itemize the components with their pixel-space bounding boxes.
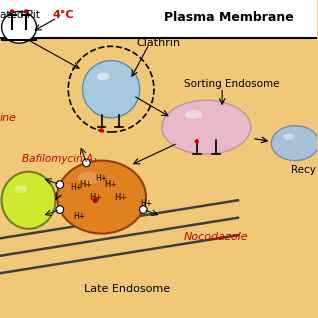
Ellipse shape [78,172,100,184]
Circle shape [92,197,98,203]
Text: H+: H+ [73,211,86,221]
Text: H+: H+ [79,180,92,189]
Text: Bafilomycin A₁: Bafilomycin A₁ [22,154,97,164]
Text: H+: H+ [70,183,82,192]
Text: H+: H+ [89,193,101,202]
Text: H+: H+ [140,199,152,208]
Circle shape [140,206,147,213]
Circle shape [99,128,104,133]
Text: Recy: Recy [291,165,315,175]
Text: H+: H+ [95,174,107,183]
Text: Clathrin: Clathrin [137,38,181,48]
Text: ated Pit: ated Pit [0,10,40,20]
Ellipse shape [162,100,251,154]
Ellipse shape [2,11,37,43]
Text: Plasma Membrane: Plasma Membrane [164,11,294,24]
Text: Late Endosome: Late Endosome [84,284,170,294]
Circle shape [56,206,64,213]
FancyBboxPatch shape [0,0,317,38]
Text: H+: H+ [114,193,127,202]
Text: 4°C: 4°C [53,10,74,20]
Circle shape [56,181,64,188]
Text: H+: H+ [105,180,117,189]
Circle shape [10,9,14,14]
Ellipse shape [57,161,146,234]
Ellipse shape [185,110,202,119]
Text: Sorting Endosome: Sorting Endosome [184,80,280,89]
Text: ine: ine [0,113,17,123]
Circle shape [195,139,199,144]
Circle shape [24,9,28,14]
Ellipse shape [283,134,294,140]
Ellipse shape [271,126,318,161]
Ellipse shape [14,185,27,193]
Ellipse shape [2,172,56,229]
Ellipse shape [97,73,109,80]
Text: Nocodazole: Nocodazole [183,232,248,242]
Circle shape [83,159,90,167]
Circle shape [82,61,140,118]
